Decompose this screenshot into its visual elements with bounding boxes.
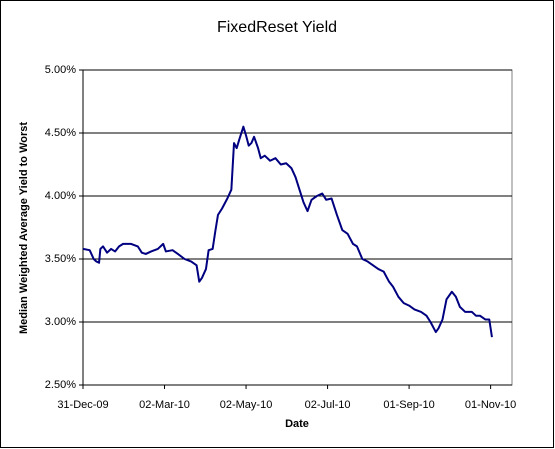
y-tick-label: 4.50%: [45, 127, 76, 139]
data-line: [82, 125, 493, 338]
y-tick-label: 2.50%: [45, 379, 76, 391]
y-tick-label: 5.00%: [45, 64, 76, 76]
x-tick-label: 02-Jul-10: [305, 399, 351, 411]
y-tick-label: 3.00%: [45, 316, 76, 328]
x-axis-title: Date: [285, 418, 309, 430]
chart-title: FixedReset Yield: [217, 19, 337, 36]
plot-area: [82, 69, 513, 386]
y-tick-label: 4.00%: [45, 190, 76, 202]
y-tick-label: 3.50%: [45, 253, 76, 265]
x-tick-label: 01-Nov-10: [465, 399, 516, 411]
x-tick-label: 02-Mar-10: [139, 399, 190, 411]
y-axis-title: Median Weighted Average Yield to Worst: [18, 122, 30, 334]
x-tick-label: 01-Sep-10: [383, 399, 434, 411]
x-tick-label: 02-May-10: [220, 399, 273, 411]
x-tick-label: 31-Dec-09: [57, 399, 108, 411]
